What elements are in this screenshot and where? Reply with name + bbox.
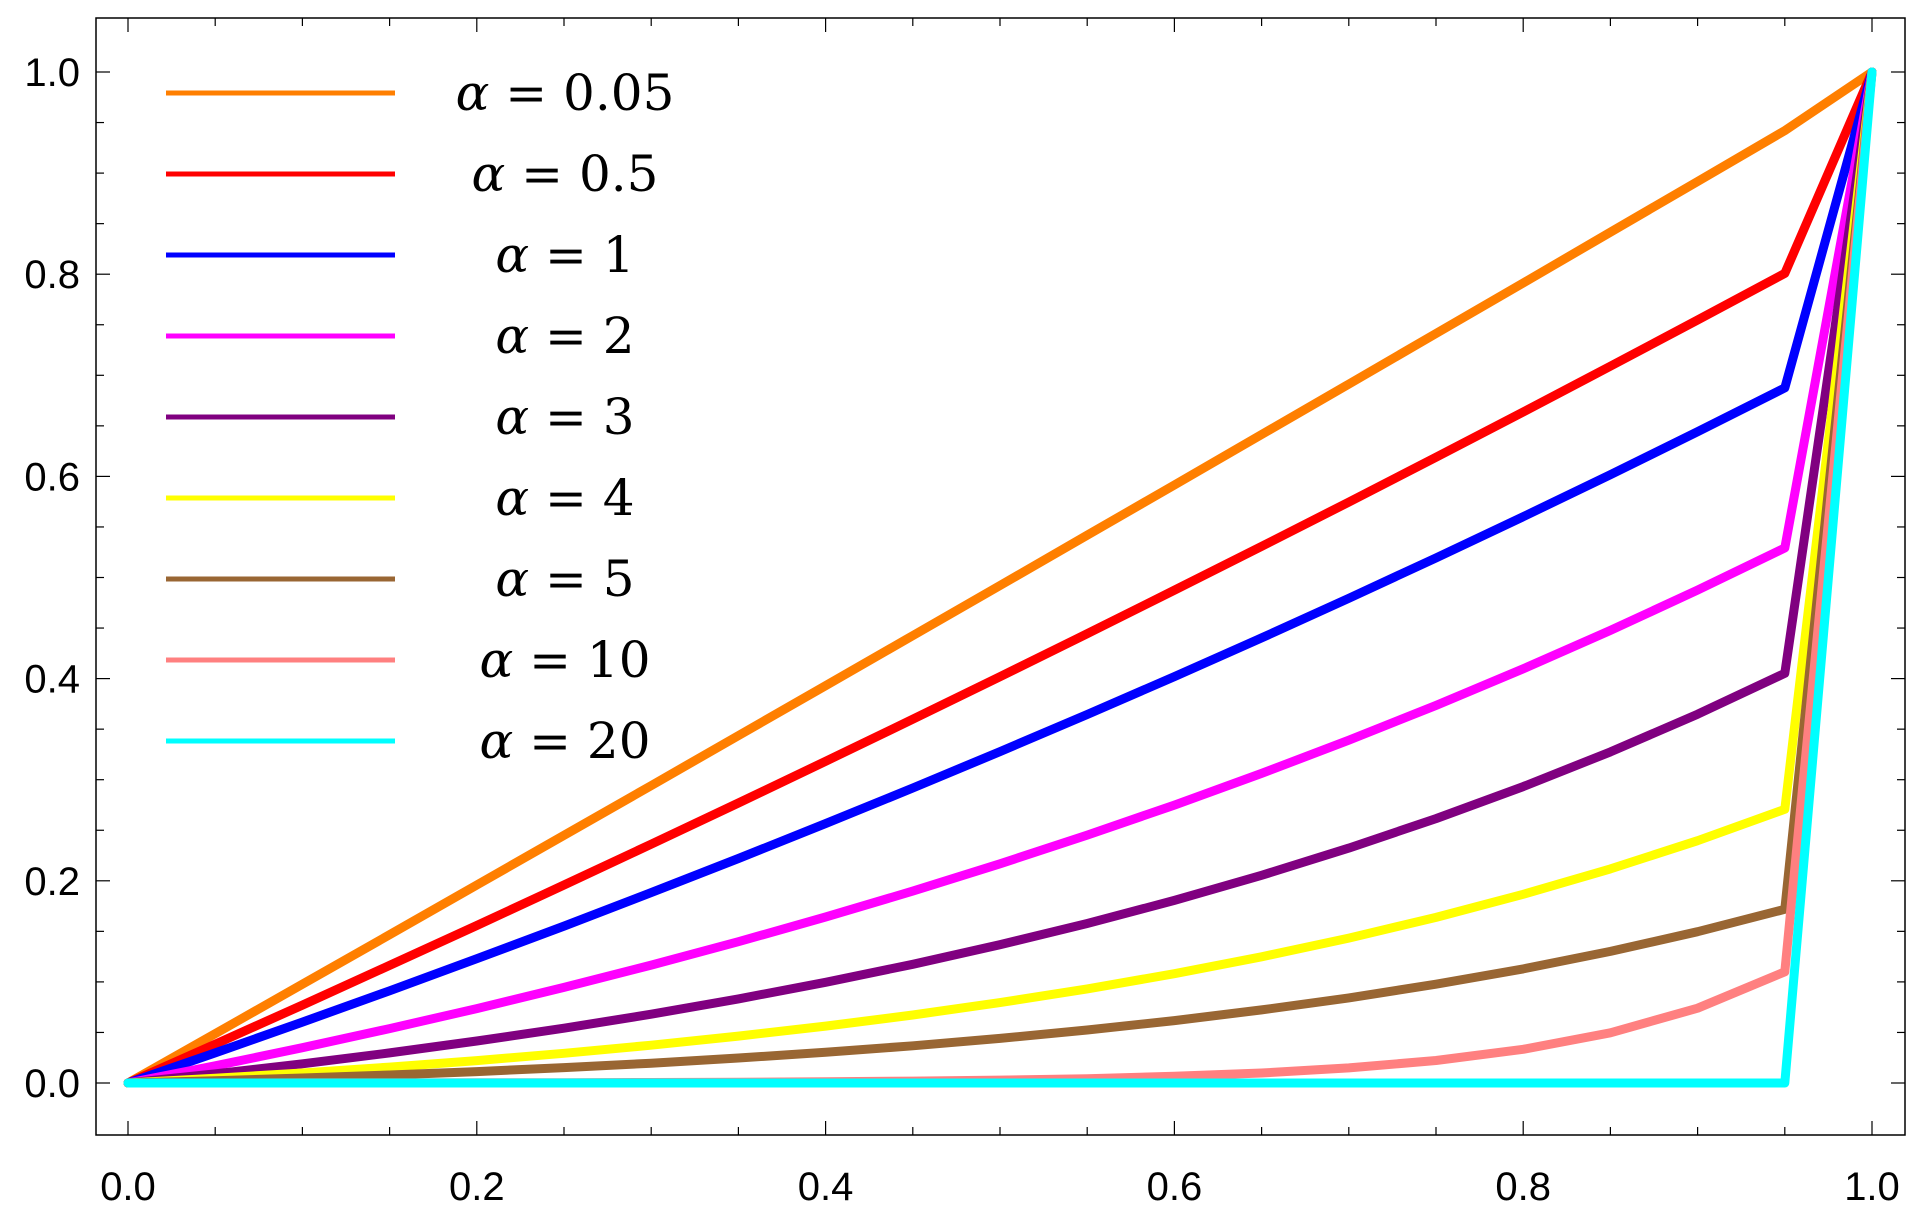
series-line-1: [123, 67, 1877, 1088]
x-tick-label: 0.4: [798, 1165, 854, 1209]
legend-label-value: = 5: [529, 550, 635, 608]
legend-label-value: = 20: [513, 712, 650, 770]
legend-label-7: α = 10: [479, 631, 650, 689]
tick-marks-group: [96, 18, 1905, 1135]
series-line-2: [123, 67, 1877, 1088]
x-tick-label: 0.6: [1147, 1165, 1203, 1209]
series-line-3: [123, 67, 1877, 1088]
y-tick-label: 0.8: [24, 253, 80, 297]
legend-label-symbol: α: [495, 226, 529, 284]
legend-label-symbol: α: [456, 64, 490, 122]
legend-label-4: α = 3: [495, 388, 634, 446]
tick-labels-group: 0.0 0.2 0.4 0.6 0.8 1.0 0.0 0.2 0.4 0.6 0.8 1.0: [24, 51, 1899, 1209]
legend-label-5: α = 4: [495, 469, 634, 527]
legend-label-symbol: α: [479, 712, 513, 770]
x-tick-label: 0.0: [100, 1165, 156, 1209]
x-tick-label: 0.8: [1495, 1165, 1551, 1209]
legend-label-2: α = 1: [495, 226, 634, 284]
legend-label-symbol: α: [495, 469, 529, 527]
legend-label-symbol: α: [472, 145, 506, 203]
legend-label-value: = 3: [529, 388, 635, 446]
legend-label-8: α = 20: [479, 712, 650, 770]
y-tick-label: 0.2: [24, 860, 80, 904]
y-tick-label: 0.0: [24, 1062, 80, 1106]
legend-label-symbol: α: [495, 388, 529, 446]
legend-label-value: = 10: [513, 631, 650, 689]
legend-label-symbol: α: [495, 307, 529, 365]
legend-label-symbol: α: [495, 550, 529, 608]
legend-label-value: = 2: [529, 307, 635, 365]
legend: α = 0.05α = 0.5α = 1α = 2α = 3α = 4α = 5…: [166, 64, 674, 770]
x-tick-label: 0.2: [449, 1165, 505, 1209]
legend-label-6: α = 5: [495, 550, 634, 608]
series-line-4: [123, 67, 1877, 1088]
series-line-6: [123, 67, 1877, 1088]
y-tick-label: 0.6: [24, 455, 80, 499]
legend-label-symbol: α: [479, 631, 513, 689]
legend-label-value: = 4: [529, 469, 635, 527]
series-line-8: [123, 67, 1877, 1088]
legend-label-value: = 0.5: [505, 145, 658, 203]
legend-label-1: α = 0.5: [472, 145, 659, 203]
y-tick-label: 1.0: [24, 51, 80, 95]
legend-label-value: = 1: [529, 226, 635, 284]
series-line-5: [123, 67, 1877, 1088]
x-tick-label: 1.0: [1844, 1165, 1900, 1209]
legend-label-value: = 0.05: [489, 64, 674, 122]
y-tick-label: 0.4: [24, 658, 80, 702]
legend-label-3: α = 2: [495, 307, 634, 365]
legend-label-0: α = 0.05: [456, 64, 675, 122]
series-line-0: [123, 67, 1877, 1088]
series-group: [123, 67, 1877, 1088]
